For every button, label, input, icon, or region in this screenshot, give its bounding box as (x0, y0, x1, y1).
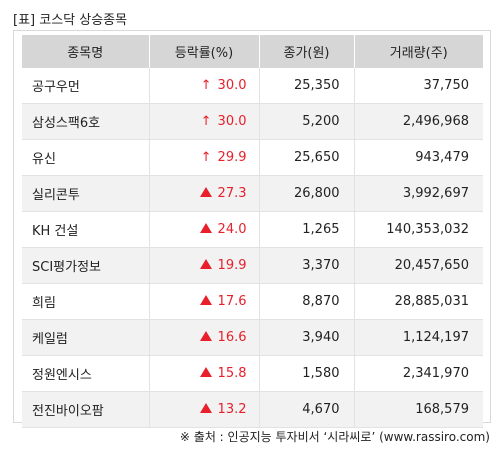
header-volume: 거래량(주) (354, 35, 483, 68)
stock-name: SCI평가정보 (22, 247, 150, 284)
table-row: 공구우먼 ↑ 30.0 25,350 37,750 (22, 68, 483, 104)
up-arrow-icon: ↑ (200, 150, 212, 165)
change-value: 27.3 (217, 186, 247, 201)
table-row: 전진바이오팜 13.2 4,670 168,579 (22, 391, 483, 428)
up-triangle-icon (199, 295, 212, 305)
volume: 140,353,032 (354, 211, 483, 248)
up-triangle-icon (199, 187, 212, 197)
change-value: 15.8 (217, 366, 247, 381)
change-cell: 27.3 (149, 175, 260, 212)
table-row: 정원엔시스 15.8 1,580 2,341,970 (22, 355, 483, 392)
up-triangle-icon (199, 223, 212, 233)
change-cell: ↑ 30.0 (149, 103, 260, 140)
close-price: 25,650 (259, 139, 355, 176)
volume: 2,496,968 (354, 103, 483, 140)
change-value: 30.0 (217, 78, 247, 93)
stock-name: 전진바이오팜 (22, 391, 150, 428)
up-triangle-icon (199, 259, 212, 269)
change-value: 29.9 (217, 150, 247, 165)
change-value: 16.6 (217, 330, 247, 345)
stock-name: 정원엔시스 (22, 355, 150, 392)
table-row: KH 건설 24.0 1,265 140,353,032 (22, 211, 483, 248)
change-value: 13.2 (217, 402, 247, 417)
close-price: 5,200 (259, 103, 355, 140)
change-value: 30.0 (217, 114, 247, 129)
table-header-row: 종목명 등락률(%) 종가(원) 거래량(주) (22, 35, 483, 68)
table-row: 케일럼 16.6 3,940 1,124,197 (22, 319, 483, 356)
change-cell: 13.2 (149, 391, 260, 428)
volume: 943,479 (354, 139, 483, 176)
close-price: 25,350 (259, 68, 355, 104)
close-price: 4,670 (259, 391, 355, 428)
table-row: 삼성스팩6호 ↑ 30.0 5,200 2,496,968 (22, 103, 483, 140)
volume: 37,750 (354, 68, 483, 104)
up-arrow-icon: ↑ (200, 78, 212, 93)
up-arrow-icon: ↑ (200, 114, 212, 129)
close-price: 3,940 (259, 319, 355, 356)
stock-name: 실리콘투 (22, 175, 150, 212)
change-cell: 19.9 (149, 247, 260, 284)
change-value: 24.0 (217, 222, 247, 237)
up-triangle-icon (199, 367, 212, 377)
source-note: ※ 출처 : 인공지능 투자비서 ‘시라씨로’ (www.rassiro.com… (179, 430, 490, 444)
change-value: 19.9 (217, 258, 247, 273)
close-price: 8,870 (259, 283, 355, 320)
stock-name: 케일럼 (22, 319, 150, 356)
volume: 20,457,650 (354, 247, 483, 284)
change-cell: 15.8 (149, 355, 260, 392)
page-title: [표] 코스닥 상승종목 (13, 13, 128, 28)
change-cell: 24.0 (149, 211, 260, 248)
change-cell: ↑ 30.0 (149, 68, 260, 104)
close-price: 1,265 (259, 211, 355, 248)
close-price: 1,580 (259, 355, 355, 392)
change-cell: ↑ 29.9 (149, 139, 260, 176)
header-change: 등락률(%) (149, 35, 260, 68)
table-row: 유신 ↑ 29.9 25,650 943,479 (22, 139, 483, 176)
table-frame: 종목명 등락률(%) 종가(원) 거래량(주) 공구우먼 ↑ 30.0 25,350 3… (13, 30, 491, 428)
stock-name: 공구우먼 (22, 68, 150, 104)
close-price: 26,800 (259, 175, 355, 212)
stock-name: 유신 (22, 139, 150, 176)
stock-name: 희림 (22, 283, 150, 320)
table-row: 실리콘투 27.3 26,800 3,992,697 (22, 175, 483, 212)
up-triangle-icon (199, 331, 212, 341)
stock-name: KH 건설 (22, 211, 150, 248)
stock-name: 삼성스팩6호 (22, 103, 150, 140)
change-cell: 17.6 (149, 283, 260, 320)
volume: 1,124,197 (354, 319, 483, 356)
volume: 2,341,970 (354, 355, 483, 392)
volume: 3,992,697 (354, 175, 483, 212)
table-row: SCI평가정보 19.9 3,370 20,457,650 (22, 247, 483, 284)
change-cell: 16.6 (149, 319, 260, 356)
volume: 28,885,031 (354, 283, 483, 320)
header-name: 종목명 (22, 35, 150, 68)
header-close: 종가(원) (259, 35, 355, 68)
change-value: 17.6 (217, 294, 247, 309)
stock-table: 종목명 등락률(%) 종가(원) 거래량(주) 공구우먼 ↑ 30.0 25,350 3… (22, 35, 483, 428)
volume: 168,579 (354, 391, 483, 428)
close-price: 3,370 (259, 247, 355, 284)
table-row: 희림 17.6 8,870 28,885,031 (22, 283, 483, 320)
up-triangle-icon (199, 403, 212, 413)
